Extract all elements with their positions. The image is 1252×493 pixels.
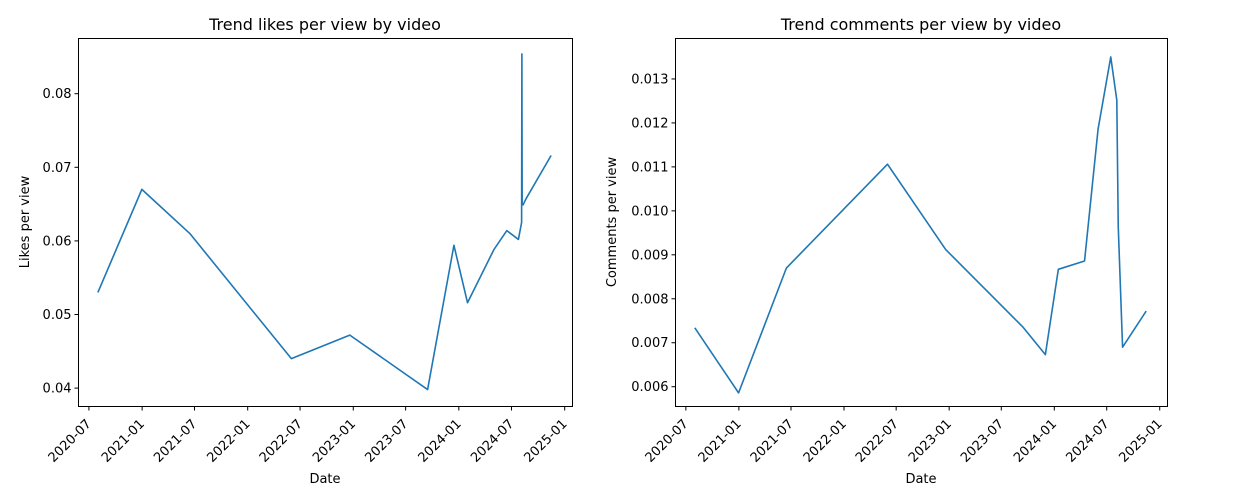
x-tick-label: 2024-01 <box>1011 417 1060 466</box>
chart-title: Trend likes per view by video <box>208 15 441 34</box>
y-tick-label: 0.05 <box>43 308 72 323</box>
x-tick-label: 2021-07 <box>748 417 797 466</box>
y-ticks: 0.006 0.007 0.008 0.009 0.010 0.011 0.012 0.013 <box>631 72 676 395</box>
line-layer <box>694 56 1147 394</box>
x-tick-label: 2025-01 <box>521 417 570 466</box>
x-tick-label: 2021-01 <box>696 417 745 466</box>
y-axis-label: Comments per view <box>605 157 620 288</box>
x-tick-label: 2024-07 <box>468 417 517 466</box>
chart-title: Trend comments per view by video <box>780 15 1061 34</box>
x-tick-label: 2021-07 <box>151 417 200 466</box>
x-tick-label: 2020-07 <box>46 417 95 466</box>
y-ticks: 0.04 0.05 0.06 0.07 0.08 <box>43 87 79 397</box>
plot-frame <box>675 38 1168 407</box>
x-tick-label: 2022-01 <box>801 417 850 466</box>
likes-per-view-chart: Trend likes per view by video 2020-07 202… <box>18 15 573 487</box>
y-tick-label: 0.013 <box>631 72 668 87</box>
x-tick-label: 2023-01 <box>310 417 359 466</box>
x-axis-label: Date <box>309 472 340 487</box>
x-tick-label: 2023-01 <box>906 417 955 466</box>
y-tick-label: 0.010 <box>631 204 668 219</box>
y-tick-label: 0.006 <box>631 380 668 395</box>
plot-frame <box>78 38 573 407</box>
x-tick-label: 2022-07 <box>853 417 902 466</box>
series-line <box>694 56 1147 394</box>
y-tick-label: 0.007 <box>631 336 668 351</box>
x-tick-label: 2024-01 <box>416 417 465 466</box>
x-axis-label: Date <box>905 472 936 487</box>
series-line <box>97 53 552 391</box>
x-ticks: 2020-07 2021-01 2021-07 2022-01 2022-07 2023-… <box>643 406 1166 466</box>
line-layer <box>97 53 552 391</box>
y-tick-label: 0.08 <box>43 87 72 102</box>
x-tick-label: 2024-07 <box>1064 417 1113 466</box>
x-tick-label: 2023-07 <box>362 417 411 466</box>
y-tick-label: 0.06 <box>43 234 72 249</box>
x-tick-label: 2022-07 <box>257 417 306 466</box>
x-tick-label: 2020-07 <box>643 417 692 466</box>
comments-per-view-chart: Trend comments per view by video 2020-07… <box>605 15 1168 487</box>
x-tick-label: 2025-01 <box>1117 417 1166 466</box>
y-tick-label: 0.012 <box>631 116 668 131</box>
y-tick-label: 0.008 <box>631 292 668 307</box>
y-tick-label: 0.011 <box>631 160 668 175</box>
y-tick-label: 0.07 <box>43 161 72 176</box>
y-axis-label: Likes per view <box>18 175 33 268</box>
y-tick-label: 0.009 <box>631 248 668 263</box>
x-ticks: 2020-07 2021-01 2021-07 2022-01 2022-07 2023-… <box>46 406 571 466</box>
x-tick-label: 2022-01 <box>205 417 254 466</box>
y-tick-label: 0.04 <box>43 382 72 397</box>
x-tick-label: 2023-07 <box>958 417 1007 466</box>
x-tick-label: 2021-01 <box>99 417 148 466</box>
